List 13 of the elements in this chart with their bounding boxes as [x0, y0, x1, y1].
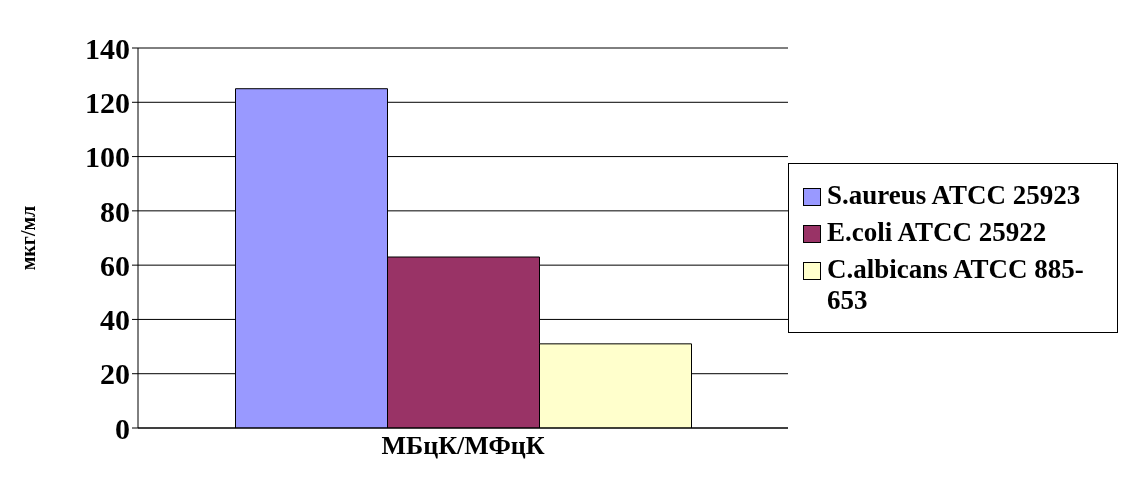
y-tick-label: 40: [100, 303, 130, 337]
x-tick-label: МБцК/МФцК: [381, 431, 545, 461]
y-tick-label: 120: [85, 85, 130, 119]
y-tick-label: 100: [85, 140, 130, 174]
y-tick-label: 80: [100, 194, 130, 228]
y-tick-label: 60: [100, 248, 130, 282]
legend-label: S.aureus ATCC 25923: [827, 180, 1081, 211]
y-axis-title: мкг/мл: [17, 205, 40, 271]
y-tick-label: 140: [85, 31, 130, 65]
y-tick-label: 20: [100, 357, 130, 391]
legend-label: E.coli ATCC 25922: [827, 217, 1047, 248]
y-tick-label: 0: [115, 411, 130, 445]
legend-label: C.albicans ATCC 885-653: [827, 254, 1085, 316]
